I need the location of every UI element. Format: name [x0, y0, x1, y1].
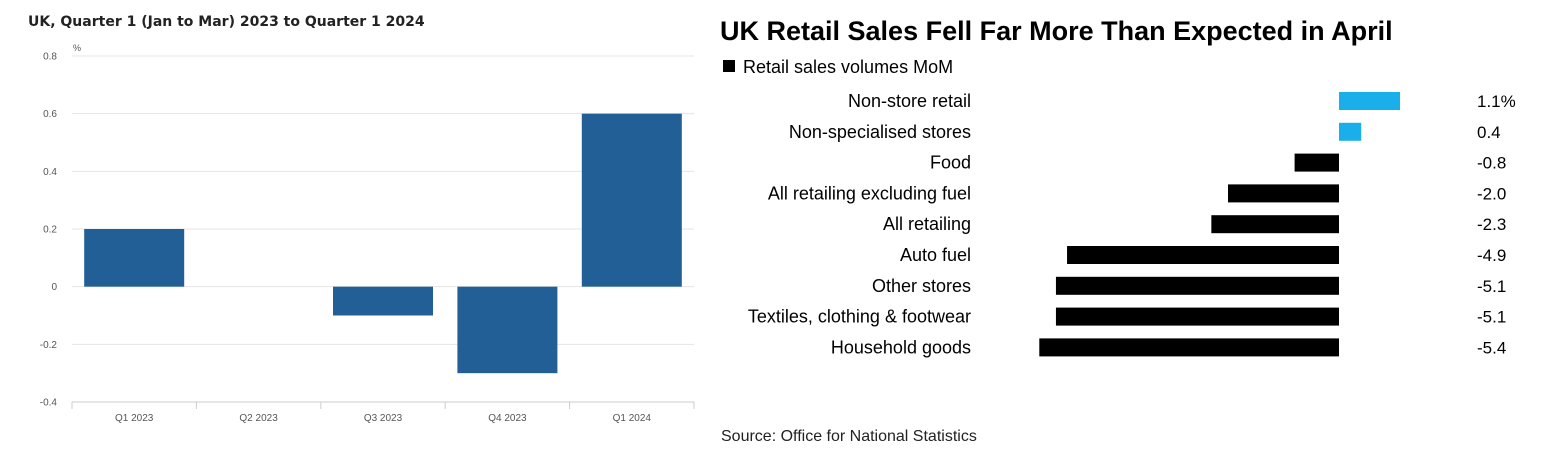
value-label: 1.1% — [1477, 92, 1516, 111]
bar — [1294, 153, 1339, 172]
bar — [1211, 215, 1339, 234]
bar — [1055, 276, 1339, 295]
x-tick-label: Q3 2023 — [364, 413, 403, 424]
bar — [1055, 307, 1339, 326]
value-label: -4.9 — [1477, 246, 1506, 265]
bloomberg-retail-chart-panel: UK Retail Sales Fell Far More Than Expec… — [712, 0, 1544, 463]
category-label: Other stores — [872, 276, 971, 296]
value-label: -5.1 — [1477, 308, 1506, 327]
retail-sales-horizontal-bar-chart: UK Retail Sales Fell Far More Than Expec… — [720, 16, 1516, 445]
source-note: Source: Office for National Statistics — [721, 428, 977, 445]
y-tick-label: 0 — [51, 282, 57, 293]
y-axis-ticks: -0.4 -0.2 0 0.2 0.4 0.6 0.8 — [40, 52, 58, 409]
value-label: -0.8 — [1477, 154, 1506, 173]
legend-swatch — [723, 60, 735, 72]
category-label: Food — [930, 153, 971, 173]
bar — [1039, 338, 1339, 357]
category-label: All retailing — [883, 214, 971, 234]
value-label: -2.3 — [1477, 215, 1506, 234]
y-tick-label: 0.8 — [43, 52, 57, 63]
category-label: Non-specialised stores — [789, 122, 971, 142]
y-tick-label: -0.4 — [40, 398, 58, 409]
bar — [1339, 122, 1362, 141]
ons-quarterly-bar-chart: UK, Quarter 1 (Jan to Mar) 2023 to Quart… — [28, 14, 695, 424]
bar — [333, 286, 433, 316]
category-label: Non-store retail — [848, 91, 971, 111]
bar — [1339, 92, 1401, 110]
bars — [84, 113, 682, 374]
y-axis-unit-label: % — [73, 43, 81, 53]
ons-chart-title: UK, Quarter 1 (Jan to Mar) 2023 to Quart… — [28, 14, 425, 30]
bar — [581, 113, 682, 287]
ons-quarterly-chart-panel: UK, Quarter 1 (Jan to Mar) 2023 to Quart… — [0, 0, 710, 463]
value-label: 0.4 — [1477, 123, 1501, 142]
category-labels: Non-store retail Non-specialised stores Fo… — [748, 91, 971, 357]
y-tick-label: -0.2 — [40, 340, 58, 351]
value-label: -2.0 — [1477, 184, 1506, 203]
category-label: Textiles, clothing & footwear — [748, 307, 971, 327]
bars — [1039, 92, 1401, 357]
value-label: -5.1 — [1477, 277, 1506, 296]
retail-chart-title: UK Retail Sales Fell Far More Than Expec… — [720, 16, 1393, 46]
y-tick-label: 0.6 — [43, 109, 57, 120]
x-tick-label: Q1 2023 — [115, 413, 154, 424]
x-axis: Q1 2023 Q2 2023 Q3 2023 Q4 2023 Q1 2024 — [71, 401, 695, 424]
value-labels: 1.1% 0.4 -0.8 -2.0 -2.3 -4.9 -5.1 -5.1 -5.4 — [1477, 92, 1516, 357]
category-label: Auto fuel — [900, 245, 971, 265]
bar — [1228, 184, 1339, 203]
bar — [457, 286, 558, 374]
x-tick-label: Q1 2024 — [613, 413, 652, 424]
bar — [1067, 246, 1339, 264]
legend-label: Retail sales volumes MoM — [743, 57, 953, 77]
x-tick-label: Q4 2023 — [488, 413, 527, 424]
y-tick-label: 0.4 — [43, 167, 57, 178]
category-label: Household goods — [831, 337, 971, 357]
bar — [84, 229, 185, 287]
x-tick-label: Q2 2023 — [239, 413, 278, 424]
y-tick-label: 0.2 — [43, 225, 57, 236]
category-label: All retailing excluding fuel — [768, 183, 971, 203]
value-label: -5.4 — [1477, 338, 1506, 357]
